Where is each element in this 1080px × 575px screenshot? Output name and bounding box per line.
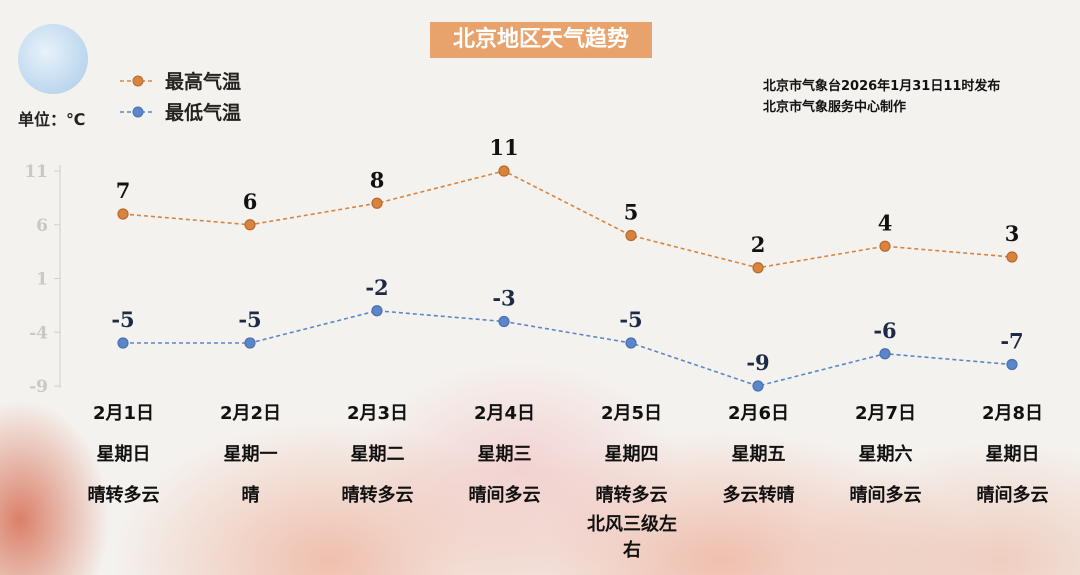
data-point	[371, 197, 383, 209]
y-tick-label: 1	[36, 270, 48, 290]
data-label: 3	[1005, 221, 1020, 246]
day-date: 2月6日	[727, 403, 790, 424]
data-point	[752, 380, 764, 392]
day-weather: 晴	[241, 485, 260, 506]
day-weather: 晴间多云	[976, 485, 1049, 506]
data-label: -5	[238, 307, 261, 332]
day-weekday: 星期日	[985, 444, 1040, 465]
data-label: -5	[111, 307, 134, 332]
legend-marker-1	[132, 106, 144, 118]
day-weekday: 星期四	[604, 444, 659, 465]
meteorological-service-logo	[18, 24, 88, 94]
day-date: 2月8日	[981, 403, 1044, 424]
data-label: 7	[116, 178, 131, 203]
day-date: 2月1日	[92, 403, 155, 424]
day-weather: 多云转晴	[722, 485, 795, 506]
data-point	[879, 348, 891, 360]
day-weather: 晴转多云	[87, 485, 160, 506]
data-point	[244, 219, 256, 231]
source-line-1: 北京市气象台2026年1月31日11时发布	[763, 79, 1001, 94]
data-label: -2	[365, 275, 388, 300]
day-wind: 北风三级左右	[587, 514, 677, 561]
y-tick-label: 6	[36, 216, 48, 236]
data-label: 6	[243, 189, 258, 214]
series-line-1	[123, 309, 1013, 387]
data-point	[752, 262, 764, 274]
data-point	[625, 229, 637, 242]
day-date: 2月7日	[854, 403, 917, 424]
data-label: 8	[370, 167, 385, 192]
source-line-2: 北京市气象服务中心制作	[763, 100, 907, 115]
data-label: -6	[873, 318, 896, 343]
day-weather: 晴转多云	[595, 485, 668, 506]
data-label: -3	[492, 286, 515, 311]
y-tick-label: -4	[29, 323, 48, 343]
y-tick-label: 11	[24, 162, 48, 182]
data-point	[498, 165, 510, 177]
data-point	[498, 315, 510, 328]
day-date: 2月4日	[473, 403, 536, 424]
data-point	[371, 305, 383, 317]
data-label: -9	[746, 350, 769, 375]
day-date: 2月2日	[219, 403, 282, 424]
page-title: 北京地区天气趋势	[430, 22, 652, 58]
data-point	[117, 337, 129, 349]
day-weekday: 星期二	[350, 444, 405, 465]
data-point	[244, 337, 256, 349]
data-label: -7	[1000, 329, 1023, 354]
day-weekday: 星期日	[96, 444, 151, 465]
legend-label-1: 最低气温	[165, 101, 241, 124]
data-label: 2	[751, 232, 766, 257]
data-point	[625, 337, 637, 349]
series-line-0	[122, 170, 1013, 269]
day-weekday: 星期一	[223, 444, 278, 465]
day-weather: 晴间多云	[849, 485, 922, 506]
data-label: -5	[619, 307, 642, 332]
day-weekday: 星期五	[731, 444, 786, 465]
legend-label-0: 最高气温	[165, 70, 241, 93]
data-point	[1006, 251, 1018, 263]
day-weekday: 星期三	[477, 444, 532, 465]
y-tick-label: -9	[29, 377, 48, 397]
legend-marker-0	[132, 75, 144, 87]
day-weather: 晴间多云	[468, 485, 541, 506]
day-date: 2月5日	[600, 403, 663, 424]
data-label: 4	[878, 210, 893, 235]
day-weekday: 星期六	[858, 444, 913, 465]
data-point	[879, 240, 891, 252]
data-point	[1006, 358, 1018, 371]
unit-label: 单位：℃	[18, 110, 86, 129]
day-date: 2月3日	[346, 403, 409, 424]
data-label: 5	[624, 200, 639, 225]
data-point	[117, 208, 129, 220]
data-label: 11	[489, 135, 518, 160]
day-weather: 晴转多云	[341, 485, 414, 506]
